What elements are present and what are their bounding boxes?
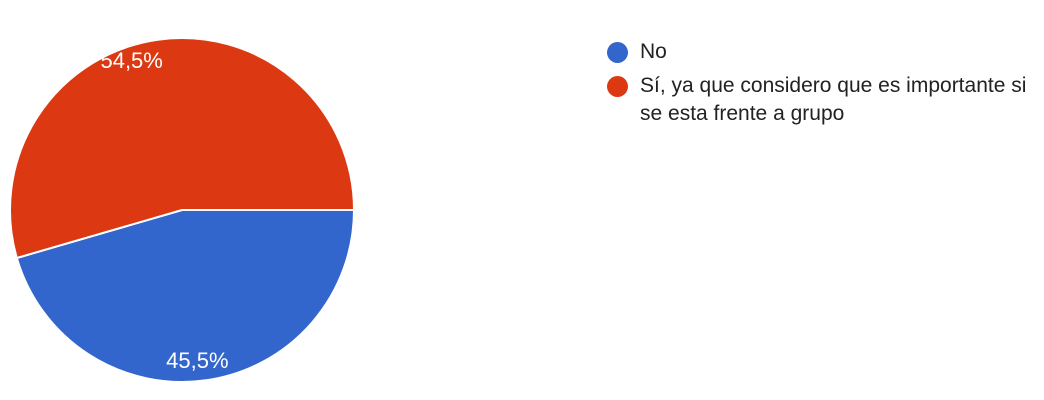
legend-label-si: Sí, ya que considero que es importante s… xyxy=(640,74,1027,125)
legend-item-no[interactable]: No xyxy=(607,38,1037,66)
chart-legend: No Sí, ya que considero que es important… xyxy=(607,38,1037,134)
legend-item-si[interactable]: Sí, ya que considero que es importante s… xyxy=(607,72,1037,128)
legend-label-no: No xyxy=(640,40,667,63)
slice-label-si: 54,5% xyxy=(100,48,162,73)
pie-slice-si[interactable] xyxy=(9,37,356,260)
pie-slice-no[interactable] xyxy=(15,209,356,383)
slice-label-no: 45,5% xyxy=(166,348,228,373)
legend-swatch-si xyxy=(607,76,628,97)
legend-swatch-no xyxy=(607,42,628,63)
